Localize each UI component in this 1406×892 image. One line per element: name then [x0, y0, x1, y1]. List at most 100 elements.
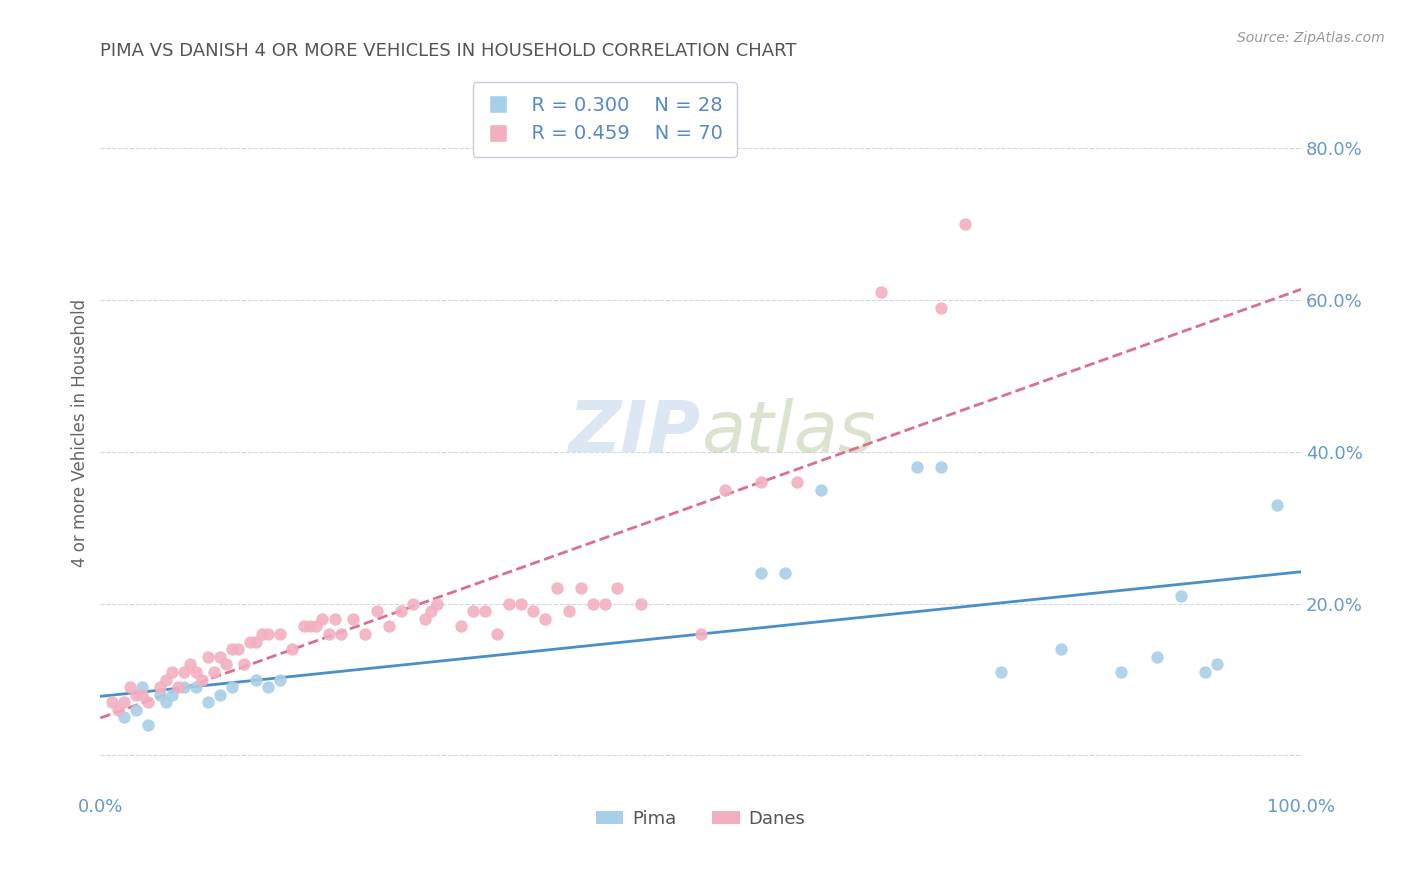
Point	[138, 718, 160, 732]
Point	[870, 285, 893, 300]
Point	[318, 627, 340, 641]
Point	[281, 642, 304, 657]
Point	[155, 695, 177, 709]
Point	[245, 634, 267, 648]
Point	[353, 627, 375, 641]
Point	[138, 695, 160, 709]
Point	[569, 582, 592, 596]
Point	[323, 612, 346, 626]
Text: atlas: atlas	[700, 399, 876, 467]
Point	[426, 597, 449, 611]
Point	[929, 301, 952, 315]
Point	[1194, 665, 1216, 679]
Point	[125, 688, 148, 702]
Point	[509, 597, 531, 611]
Point	[606, 582, 628, 596]
Point	[689, 627, 711, 641]
Point	[112, 695, 135, 709]
Point	[245, 673, 267, 687]
Point	[1206, 657, 1229, 672]
Text: Source: ZipAtlas.com: Source: ZipAtlas.com	[1237, 31, 1385, 45]
Y-axis label: 4 or more Vehicles in Household: 4 or more Vehicles in Household	[72, 299, 89, 567]
Point	[342, 612, 364, 626]
Point	[461, 604, 484, 618]
Point	[305, 619, 328, 633]
Point	[990, 665, 1012, 679]
Point	[366, 604, 388, 618]
Point	[450, 619, 472, 633]
Point	[401, 597, 423, 611]
Point	[209, 688, 232, 702]
Point	[233, 657, 256, 672]
Point	[810, 483, 832, 497]
Point	[120, 680, 142, 694]
Point	[413, 612, 436, 626]
Point	[294, 619, 316, 633]
Point	[377, 619, 399, 633]
Point	[167, 680, 190, 694]
Point	[749, 566, 772, 581]
Point	[191, 673, 214, 687]
Point	[630, 597, 652, 611]
Point	[131, 680, 153, 694]
Point	[112, 710, 135, 724]
Point	[239, 634, 262, 648]
Point	[228, 642, 250, 657]
Point	[1050, 642, 1073, 657]
Point	[197, 649, 219, 664]
Point	[905, 460, 928, 475]
Point	[173, 680, 195, 694]
Point	[929, 460, 952, 475]
Point	[419, 604, 441, 618]
Point	[125, 703, 148, 717]
Point	[204, 665, 226, 679]
Point	[221, 680, 243, 694]
Point	[498, 597, 520, 611]
Point	[485, 627, 508, 641]
Point	[186, 680, 208, 694]
Point	[269, 627, 291, 641]
Point	[221, 642, 243, 657]
Point	[1146, 649, 1168, 664]
Point	[173, 665, 195, 679]
Point	[155, 673, 177, 687]
Point	[1170, 589, 1192, 603]
Point	[329, 627, 352, 641]
Point	[162, 688, 184, 702]
Point	[197, 695, 219, 709]
Point	[474, 604, 496, 618]
Point	[257, 627, 280, 641]
Point	[749, 475, 772, 490]
Point	[252, 627, 274, 641]
Point	[186, 665, 208, 679]
Point	[299, 619, 322, 633]
Point	[131, 688, 153, 702]
Point	[533, 612, 555, 626]
Point	[107, 703, 129, 717]
Point	[522, 604, 544, 618]
Text: ZIP: ZIP	[568, 399, 700, 467]
Point	[1109, 665, 1132, 679]
Point	[209, 649, 232, 664]
Point	[101, 695, 124, 709]
Point	[546, 582, 568, 596]
Point	[149, 688, 172, 702]
Point	[269, 673, 291, 687]
Point	[1265, 498, 1288, 512]
Point	[786, 475, 808, 490]
Text: PIMA VS DANISH 4 OR MORE VEHICLES IN HOUSEHOLD CORRELATION CHART: PIMA VS DANISH 4 OR MORE VEHICLES IN HOU…	[100, 42, 797, 60]
Point	[179, 657, 201, 672]
Point	[162, 665, 184, 679]
Legend: Pima, Danes: Pima, Danes	[589, 802, 813, 835]
Point	[149, 680, 172, 694]
Point	[713, 483, 735, 497]
Point	[773, 566, 796, 581]
Point	[389, 604, 412, 618]
Point	[593, 597, 616, 611]
Point	[215, 657, 238, 672]
Point	[311, 612, 333, 626]
Point	[557, 604, 579, 618]
Point	[257, 680, 280, 694]
Point	[953, 217, 976, 231]
Point	[582, 597, 605, 611]
